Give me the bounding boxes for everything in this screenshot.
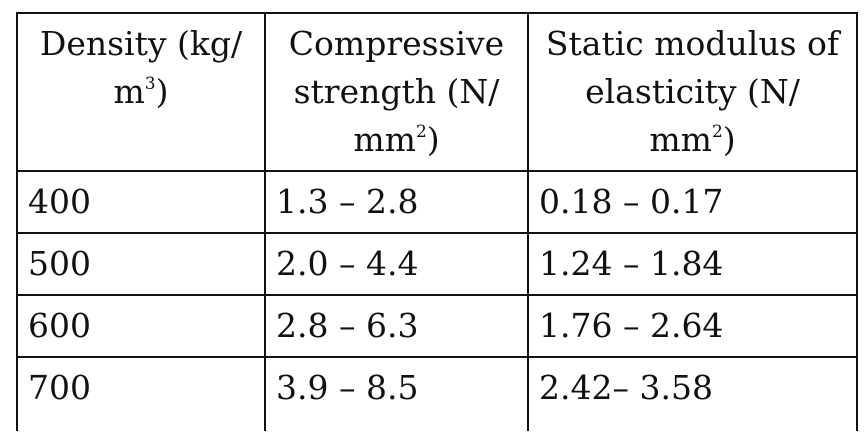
header-static-modulus-text: Static modulus of elasticity (N/ mm — [545, 24, 840, 159]
table-row: 500 2.0 – 4.4 1.24 – 1.84 — [16, 232, 858, 296]
cell-compressive-strength: 1.3 – 2.8 — [264, 170, 529, 234]
header-density: Density (kg/ m3) — [16, 12, 266, 172]
cell-density: 500 — [16, 232, 266, 296]
header-density-superscript: 3 — [144, 74, 156, 94]
header-static-modulus-superscript: 2 — [711, 122, 723, 142]
cell-static-modulus: 1.24 – 1.84 — [527, 232, 858, 296]
cell-density: 600 — [16, 294, 266, 358]
cell-density: 400 — [16, 170, 266, 234]
header-static-modulus: Static modulus of elasticity (N/ mm2) — [527, 12, 858, 172]
header-compressive-strength: Compressive strength (N/ mm2) — [264, 12, 529, 172]
cell-static-modulus: 0.18 – 0.17 — [527, 170, 858, 234]
cell-density: 700 — [16, 356, 266, 431]
properties-table-container: Density (kg/ m3) Compressive strength (N… — [16, 12, 858, 431]
header-compressive-strength-close: ) — [426, 120, 440, 159]
table-row: 700 3.9 – 8.5 2.42– 3.58 — [16, 356, 858, 431]
cell-compressive-strength: 2.8 – 6.3 — [264, 294, 529, 358]
header-density-text: Density (kg/ m — [39, 24, 243, 111]
header-density-close: ) — [155, 72, 169, 111]
cell-compressive-strength: 3.9 – 8.5 — [264, 356, 529, 431]
cell-static-modulus: 2.42– 3.58 — [527, 356, 858, 431]
header-static-modulus-close: ) — [722, 120, 736, 159]
header-compressive-strength-superscript: 2 — [415, 122, 427, 142]
header-compressive-strength-text: Compressive strength (N/ mm — [288, 24, 505, 159]
properties-table: Density (kg/ m3) Compressive strength (N… — [16, 12, 858, 431]
table-row: 600 2.8 – 6.3 1.76 – 2.64 — [16, 294, 858, 358]
table-row: 400 1.3 – 2.8 0.18 – 0.17 — [16, 170, 858, 234]
cell-static-modulus: 1.76 – 2.64 — [527, 294, 858, 358]
header-row: Density (kg/ m3) Compressive strength (N… — [16, 12, 858, 172]
cell-compressive-strength: 2.0 – 4.4 — [264, 232, 529, 296]
